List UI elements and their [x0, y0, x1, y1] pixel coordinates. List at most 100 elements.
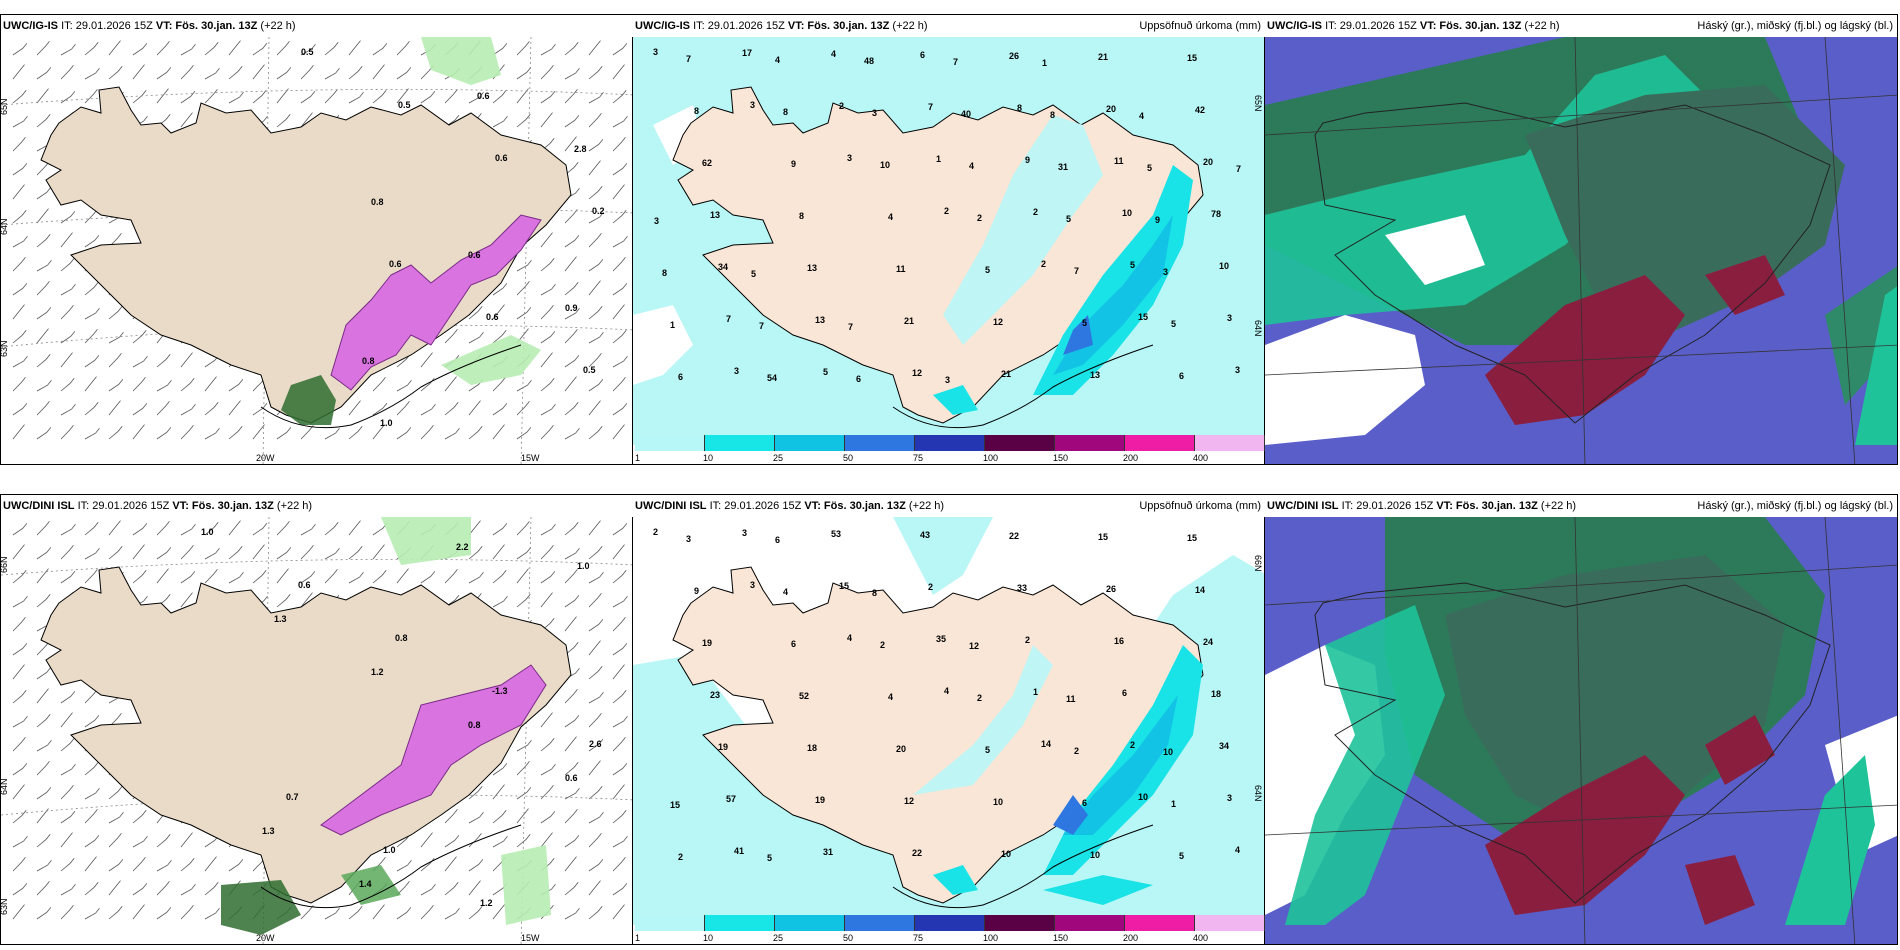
wind-barb	[12, 210, 27, 224]
wind-barb	[420, 832, 433, 848]
value-label: 12	[904, 796, 914, 806]
value-label: 5	[1082, 318, 1087, 328]
wind-barb	[276, 66, 292, 80]
colorbar-tick: 400	[1193, 453, 1209, 463]
value-label: 0.8	[362, 356, 375, 366]
wind-barb	[276, 114, 291, 128]
value-label: 0.6	[468, 250, 481, 260]
wind-barb	[60, 858, 75, 872]
value-label: 0.5	[301, 47, 314, 57]
colorbar-cell	[915, 435, 985, 451]
value-label: 10	[1138, 792, 1148, 802]
value-label: 1.4	[359, 879, 372, 889]
colorbar-tick: 150	[1053, 453, 1069, 463]
value-label: 15	[1138, 312, 1148, 322]
wind-barb	[12, 617, 26, 632]
wind-barb	[420, 90, 436, 104]
wind-barb	[588, 666, 603, 680]
wind-barb	[108, 400, 121, 416]
wind-barb	[84, 856, 97, 872]
wind-barb	[204, 522, 219, 536]
lat-label: 65N	[1253, 95, 1263, 112]
wind-barb	[372, 424, 385, 440]
wind-barb	[420, 570, 436, 584]
colorbar-tick: 10	[703, 453, 714, 463]
value-label: 0.8	[395, 633, 408, 643]
colorbar-cell	[845, 915, 915, 931]
map-panel-top-middle: UWC/IG-IS IT: 29.01.2026 15Z VT: Fös. 30…	[632, 14, 1266, 465]
value-label: 1.0	[577, 561, 590, 571]
value-label: 6	[856, 374, 861, 384]
value-label: 10	[993, 797, 1003, 807]
value-label: 3	[1235, 365, 1240, 375]
wind-barb	[132, 330, 147, 344]
wind-barb	[492, 570, 507, 584]
wind-barb	[12, 402, 28, 416]
wind-barb	[132, 355, 148, 368]
wind-barb	[612, 835, 628, 848]
value-label: 1	[936, 154, 941, 164]
wind-barb	[36, 88, 49, 104]
value-label: 22	[912, 848, 922, 858]
wind-barb	[468, 91, 484, 104]
value-label: 0.2	[592, 206, 605, 216]
wind-barb	[444, 856, 457, 872]
wind-barb	[612, 184, 625, 200]
wind-barb	[156, 881, 170, 896]
iceland-landmass	[40, 86, 572, 424]
wind-barb	[60, 43, 76, 56]
wind-barb	[300, 65, 314, 80]
wind-barb	[564, 427, 580, 440]
colorbar-tick: 50	[843, 453, 854, 463]
wind-barb	[612, 690, 627, 704]
value-label: 4	[1139, 111, 1144, 121]
value-label: 3	[750, 580, 755, 590]
wind-barb	[540, 403, 556, 416]
wind-barb	[588, 378, 604, 392]
wind-barb	[60, 738, 75, 752]
wind-barb	[276, 41, 290, 56]
wind-barb	[228, 571, 244, 584]
wind-barb	[156, 834, 171, 848]
wind-barb	[180, 832, 193, 848]
wind-barb	[252, 522, 268, 536]
wind-barb	[492, 544, 505, 560]
wind-barb	[12, 424, 25, 440]
value-label: 6	[791, 639, 796, 649]
wind-barb	[12, 304, 25, 320]
wind-barb	[564, 907, 580, 920]
wind-barb	[612, 882, 628, 896]
wind-barb	[204, 547, 220, 560]
wind-barb	[492, 762, 508, 776]
value-label: 9	[791, 159, 796, 169]
panel-title: UWC/DINI ISL IT: 29.01.2026 15Z VT: Fös.…	[1265, 495, 1897, 517]
wind-barb	[372, 42, 388, 56]
wind-barb	[132, 64, 145, 80]
wind-barb	[612, 904, 625, 920]
wind-barb	[60, 403, 76, 416]
wind-barb	[60, 305, 74, 320]
wind-barb	[348, 91, 364, 104]
value-label: 21	[904, 316, 914, 326]
wind-barb	[492, 904, 505, 920]
value-label: 20	[1106, 104, 1116, 114]
wind-barb	[588, 186, 603, 200]
wind-barb	[324, 67, 340, 80]
wind-barb	[324, 427, 340, 440]
wind-barb	[564, 834, 580, 848]
wind-barb	[36, 234, 51, 248]
wind-barb	[60, 545, 74, 560]
wind-barb	[12, 690, 27, 704]
wind-barb	[396, 859, 412, 872]
wind-barb	[228, 858, 244, 872]
wind-barb	[204, 402, 219, 416]
wind-barb	[12, 522, 28, 536]
value-label: 3	[1163, 267, 1168, 277]
wind-barb	[540, 570, 556, 584]
wind-barb	[468, 811, 484, 824]
wind-barb	[276, 546, 292, 560]
map-panel-top-left: UWC/IG-IS IT: 29.01.2026 15Z VT: Fös. 30…	[0, 14, 634, 465]
wind-barb	[12, 544, 25, 560]
wind-barb	[492, 90, 507, 104]
value-label: 1.2	[480, 898, 493, 908]
